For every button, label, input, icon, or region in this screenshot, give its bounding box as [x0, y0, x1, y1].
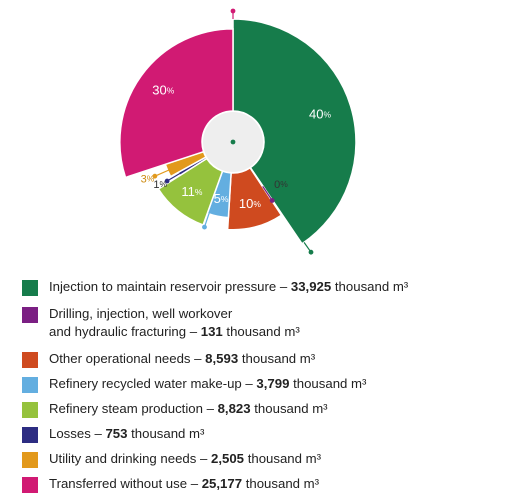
legend-swatch: [22, 402, 38, 418]
legend-item-utility: Utility and drinking needs – 2,505 thous…: [22, 450, 321, 468]
legend-swatch: [22, 477, 38, 493]
legend-swatch: [22, 280, 38, 296]
legend-item-losses: Losses – 753 thousand m³: [22, 425, 204, 443]
pct-label-other-operational: 10%: [239, 197, 261, 212]
legend-item-transferred: Transferred without use – 25,177 thousan…: [22, 475, 319, 493]
legend-swatch: [22, 427, 38, 443]
pct-label-utility: 3%: [141, 173, 155, 185]
pie-slice-injection: [232, 18, 357, 245]
leader-dot-injection-end: [308, 249, 314, 255]
legend-swatch: [22, 452, 38, 468]
pct-label-transferred: 30%: [152, 83, 174, 98]
leader-dot-injection: [230, 139, 236, 145]
pie-slice-other-operational: [226, 166, 283, 231]
legend-item-steam: Refinery steam production – 8,823 thousa…: [22, 400, 328, 418]
leader-dot-drilling: [269, 198, 275, 203]
legend-swatch: [22, 307, 38, 323]
pct-label-drilling: 0%: [274, 179, 288, 191]
legend-item-other-operational: Other operational needs – 8,593 thousand…: [22, 350, 315, 368]
pct-label-recycled-water: 5%: [214, 192, 229, 207]
legend-swatch: [22, 377, 38, 393]
leader-dot-recycled-water: [202, 224, 207, 230]
leader-line-drilling: [262, 186, 273, 201]
leader-line-losses: [166, 171, 183, 182]
leader-line-recycled-water: [203, 211, 211, 228]
leader-dot-top: [230, 8, 236, 14]
legend-item-recycled-water: Refinery recycled water make-up – 3,799 …: [22, 375, 366, 393]
pie-slice-transferred: [119, 28, 234, 179]
leader-line-utility: [154, 168, 171, 177]
pct-label-losses: 1%: [153, 179, 167, 191]
pct-label-injection: 40%: [309, 107, 331, 122]
pie-slice-steam: [157, 157, 224, 226]
legend-item-drilling: Drilling, injection, well workover and hy…: [22, 305, 300, 341]
pie-chart: 40% 0% 10% 5% 11% 1%3% 30%: [119, 8, 357, 255]
legend-swatch: [22, 352, 38, 368]
leader-dot-losses: [164, 178, 170, 184]
pct-label-steam: 11%: [181, 185, 203, 200]
legend-item-injection: Injection to maintain reservoir pressure…: [22, 278, 408, 296]
leader-dot-utility: [152, 173, 158, 179]
